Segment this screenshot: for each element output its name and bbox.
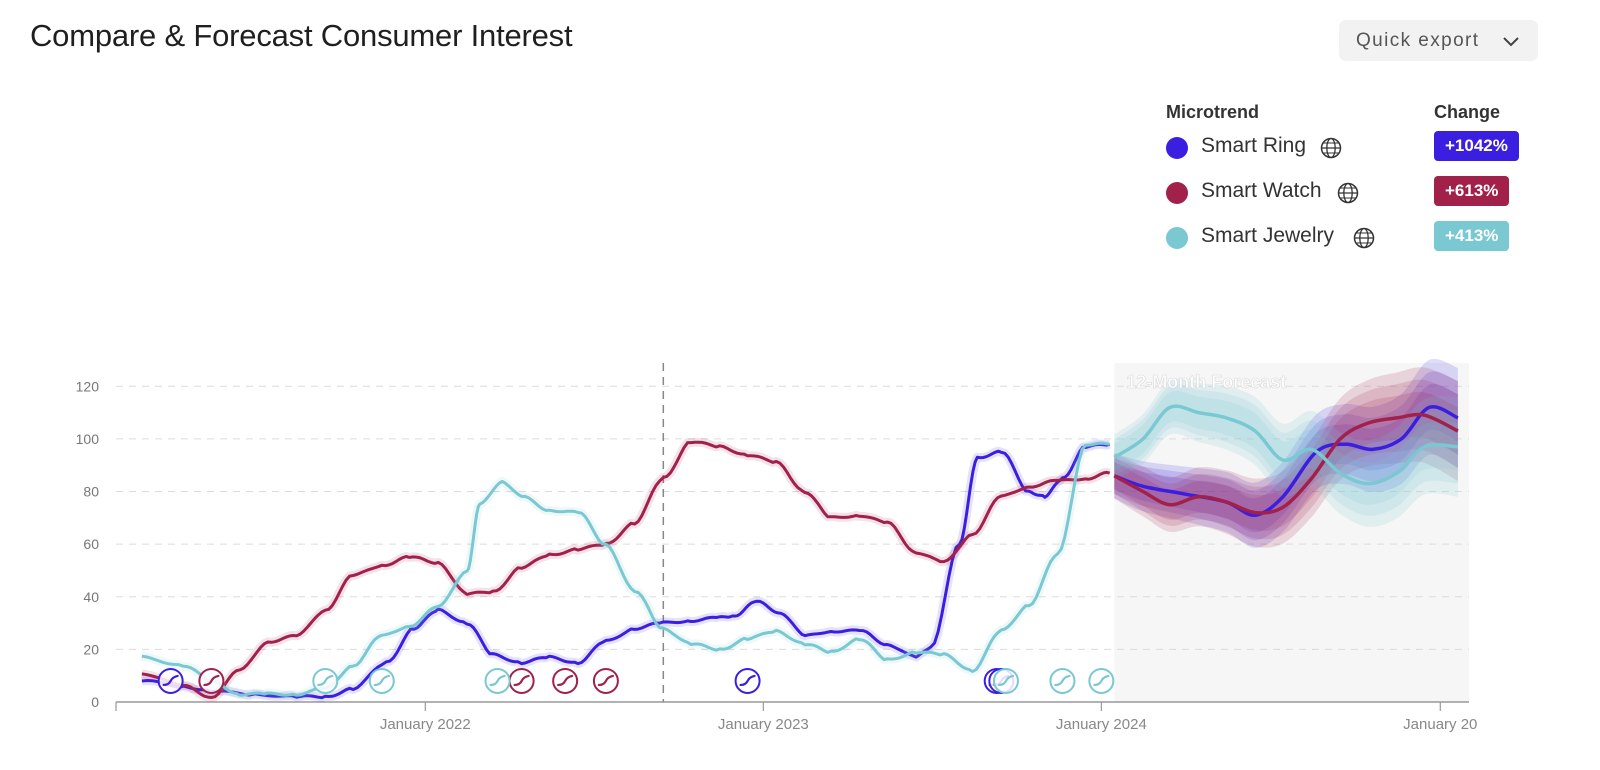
y-tick-label: 120 [76,378,100,394]
trend-arrow-icon [557,674,574,687]
series-line-smart-ring [141,442,1111,700]
legend-change-header: Change [1434,102,1501,122]
smart-jewelry-color-dot [1166,227,1188,249]
legend-microtrend-header: Microtrend [1166,102,1260,122]
x-tick-label: January 20 [1403,716,1477,733]
y-tick-label: 80 [83,484,99,500]
forecast-region [1114,363,1469,702]
forecast-label: 12-Month Forecast [1126,372,1286,392]
forecast-band [1114,358,1458,548]
x-tick-label: January 2024 [1056,716,1147,733]
globe-icon[interactable] [1336,181,1360,205]
trend-arrow-icon [1054,674,1071,687]
smart-ring-label: Smart Ring [1201,134,1307,157]
smart-jewelry-change-badge: +413% [1434,221,1510,251]
trend-chart: 0 20 40 60 80 100 120 January 2022 January 2023 J… [76,358,1477,733]
quick-export-label: Quick export [1356,29,1480,51]
trend-arrow-icon [203,674,220,687]
trend-arrow-icon [1093,674,1110,687]
legend-item-smart-watch[interactable]: Smart Watch +613% [1165,176,1535,209]
x-tick-label: January 2022 [380,716,471,733]
series-line-smart-watch [141,440,1111,699]
legend-item-smart-ring[interactable]: Smart Ring +1042% [1165,131,1535,164]
trend-arrow-icon [997,674,1015,687]
legend: Microtrend Change Smart Ring +1042% Smar… [1160,100,1560,270]
forecast-line-smart-ring [1113,405,1459,517]
quick-export-button[interactable]: Quick export [1339,20,1538,61]
y-tick-label: 60 [83,536,99,552]
trend-arrow-icon [373,674,390,687]
smart-jewelry-label: Smart Jewelry [1201,224,1335,247]
series-line-smart-jewelry [141,441,1110,697]
smart-watch-change-badge: +613% [1434,176,1510,206]
forecast-line-smart-jewelry [1113,404,1459,486]
globe-icon[interactable] [1319,136,1343,160]
smart-ring-change-badge: +1042% [1434,131,1519,161]
y-tick-label: 20 [83,641,99,657]
forecast-band [1114,367,1458,548]
trend-arrow-icon [489,674,506,687]
y-tick-label: 100 [76,431,100,447]
smart-watch-label: Smart Watch [1201,179,1322,202]
y-tick-label: 40 [83,589,99,605]
trend-arrow-icon [513,674,530,687]
trend-arrow-icon [317,674,334,687]
trend-arrow-icon [739,674,756,687]
forecast-band [1114,378,1458,527]
smart-ring-color-dot [1166,137,1188,159]
chevron-down-icon [1503,37,1519,47]
trend-arrow-icon [597,674,614,687]
forecast-band [1114,379,1458,540]
legend-item-smart-jewelry[interactable]: Smart Jewelry +413% [1165,221,1535,254]
x-tick-label: January 2023 [718,716,809,733]
page-title: Compare & Forecast Consumer Interest [30,18,573,53]
series-glow [141,438,1112,700]
series-layer [141,358,1459,703]
globe-icon[interactable] [1352,226,1376,250]
y-tick-label: 0 [91,694,99,710]
trend-arrow-icon [162,674,179,687]
forecast-band [1114,390,1458,505]
forecast-line-smart-watch [1113,412,1459,515]
smart-watch-color-dot [1166,182,1188,204]
